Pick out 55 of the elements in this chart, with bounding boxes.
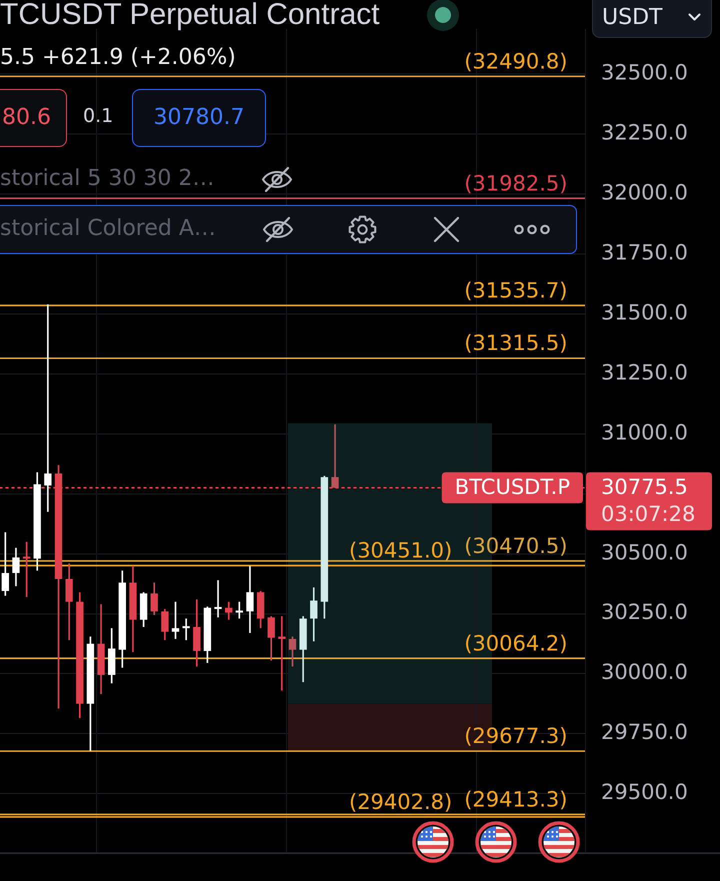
candlestick <box>246 565 254 634</box>
candlestick <box>193 598 200 668</box>
y-tick-label: 30250.0 <box>601 600 688 624</box>
text: 03:07:28 <box>601 502 696 526</box>
candlestick <box>236 600 243 620</box>
candlestick <box>182 618 190 641</box>
ref-line-label: (31982.5) <box>464 171 568 196</box>
candlestick <box>161 608 169 641</box>
ref-line-label: (29413.3) <box>464 787 568 812</box>
candlestick <box>150 582 158 616</box>
candlestick <box>288 636 296 668</box>
ref-line-label: (30470.5) <box>464 534 568 558</box>
candlestick <box>268 615 275 662</box>
candlestick <box>65 562 73 641</box>
ref-line-label: BTCUSDT.P <box>454 475 570 500</box>
annotation: 30780.7 <box>154 104 244 132</box>
y-tick-label: 32500.0 <box>601 60 688 85</box>
currency-dropdown: USDT <box>592 0 712 38</box>
buy-button: 30780.7 <box>132 89 266 147</box>
y-tick-label: 30000.0 <box>601 660 688 684</box>
candlestick <box>44 304 52 513</box>
text: 5.5 +621.9 (+2.06%) <box>0 45 236 72</box>
ref-line-label: (30451.0) <box>349 538 452 563</box>
annotation: storical Colored A… <box>0 216 216 243</box>
y-tick-label: 31750.0 <box>601 240 688 264</box>
sell-button: 80.6 <box>0 89 67 147</box>
ref-line-label: (31535.7) <box>464 278 568 302</box>
candlestick <box>278 615 286 692</box>
ref-line-label: (32490.8) <box>464 49 568 74</box>
annotation: 80.6 <box>2 104 51 132</box>
ref-line-label: (31315.5) <box>464 331 568 356</box>
y-tick-label: 32000.0 <box>601 180 688 205</box>
candlestick <box>2 531 9 597</box>
candlestick <box>12 547 20 587</box>
annotation: 0.1 <box>83 105 114 128</box>
candlestick <box>331 424 339 489</box>
candlestick <box>310 586 318 642</box>
y-tick-label: 31250.0 <box>601 360 688 384</box>
ref-line-label: (29677.3) <box>464 724 568 748</box>
y-tick-label: 31000.0 <box>601 420 688 444</box>
candlestick <box>225 600 232 621</box>
ref-line-label: (30064.2) <box>464 631 568 656</box>
ref-line-label: (29402.8) <box>349 790 452 814</box>
candlestick <box>214 579 222 618</box>
candlestick <box>172 600 180 640</box>
annotation: storical 5 30 30 2… <box>0 166 214 192</box>
indicator-field: storical Colored A… <box>0 205 236 254</box>
candlestick <box>22 541 30 598</box>
y-tick-label: 30500.0 <box>601 540 688 564</box>
chart-title: TCUSDT Perpetual Contract <box>0 0 380 33</box>
text: 30775.5 <box>601 475 688 500</box>
y-tick-label: 29750.0 <box>601 720 688 744</box>
y-tick-label: 29500.0 <box>601 780 688 804</box>
y-tick-label: 32250.0 <box>601 120 688 145</box>
y-tick-label: 31500.0 <box>601 300 688 324</box>
